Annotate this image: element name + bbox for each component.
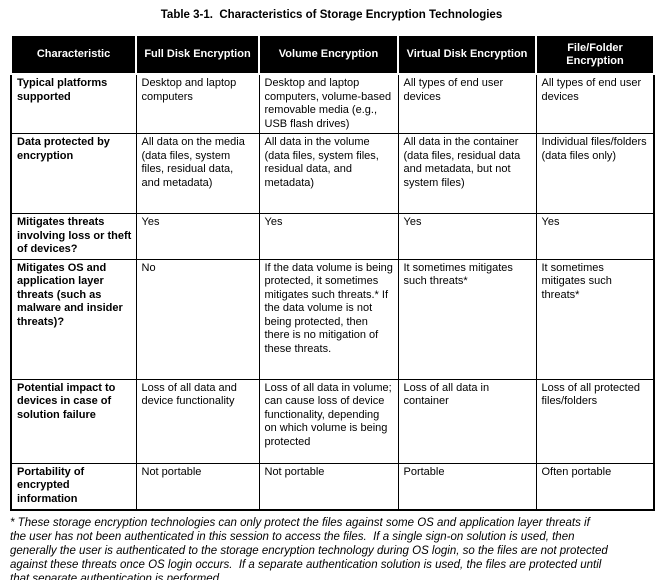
data-cell: Loss of all data in container [397, 378, 537, 464]
column-header-volume-encryption: Volume Encryption [258, 34, 399, 75]
data-cell: Often portable [535, 462, 655, 511]
table-header-row: Characteristic Full Disk Encryption Volu… [10, 34, 655, 75]
storage-encryption-table: Characteristic Full Disk Encryption Volu… [10, 34, 655, 511]
table-title: Table 3-1. Characteristics of Storage En… [160, 9, 503, 21]
data-cell: Individual files/folders (data files onl… [535, 133, 655, 214]
table-row-data-protected: Data protected by encryption All data on… [10, 133, 655, 214]
data-cell: Not portable [135, 462, 260, 511]
data-cell: No [135, 258, 260, 380]
data-cell: All data in the volume (data files, syst… [258, 133, 399, 214]
data-cell: Yes [535, 213, 655, 260]
data-cell: All types of end user devices [535, 73, 655, 134]
row-label-cell: Portability of encrypted information [10, 462, 137, 511]
row-label-cell: Mitigates OS and application layer threa… [10, 258, 137, 380]
footnote-line: against these threats once OS login occu… [10, 559, 602, 571]
data-cell: Yes [258, 213, 399, 260]
data-cell: All types of end user devices [397, 73, 537, 134]
table-footnote: * These storage encryption technologies … [10, 516, 653, 580]
footnote-line: generally the user is authenticated to t… [10, 545, 608, 557]
data-cell: All data on the media (data files, syste… [135, 133, 260, 214]
data-cell: All data in the container (data files, r… [397, 133, 537, 214]
data-cell: It sometimes mitigates such threats* [397, 258, 537, 380]
footnote-line: the user has not been authenticated in t… [10, 531, 575, 543]
table-row-potential-impact: Potential impact to devices in case of s… [10, 378, 655, 464]
data-cell: Desktop and laptop computers, volume-bas… [258, 73, 399, 134]
column-header-characteristic: Characteristic [10, 34, 137, 75]
table-row-mitigates-os-threats: Mitigates OS and application layer threa… [10, 258, 655, 380]
footnote-line: that separate authentication is performe… [10, 573, 223, 580]
data-cell: Loss of all data in volume; can cause lo… [258, 378, 399, 464]
table-row-mitigates-loss-theft: Mitigates threats involving loss or thef… [10, 213, 655, 260]
row-label-cell: Data protected by encryption [10, 133, 137, 214]
footnote-line: * These storage encryption technologies … [10, 517, 590, 529]
data-cell: Loss of all protected files/folders [535, 378, 655, 464]
row-label-cell: Mitigates threats involving loss or thef… [10, 213, 137, 260]
row-label-cell: Potential impact to devices in case of s… [10, 378, 137, 464]
data-cell: Loss of all data and device functionalit… [135, 378, 260, 464]
row-label-cell: Typical platforms supported [10, 73, 137, 134]
data-cell: Yes [135, 213, 260, 260]
data-cell: Desktop and laptop computers [135, 73, 260, 134]
data-cell: Portable [397, 462, 537, 511]
column-header-virtual-disk-encryption: Virtual Disk Encryption [397, 34, 537, 75]
data-cell: If the data volume is being protected, i… [258, 258, 399, 380]
data-cell: It sometimes mitigates such threats* [535, 258, 655, 380]
table-row-typical-platforms: Typical platforms supported Desktop and … [10, 73, 655, 134]
column-header-file-folder-encryption: File/Folder Encryption [535, 34, 655, 75]
data-cell: Yes [397, 213, 537, 260]
data-cell: Not portable [258, 462, 399, 511]
column-header-full-disk-encryption: Full Disk Encryption [135, 34, 260, 75]
table-row-portability: Portability of encrypted information Not… [10, 462, 655, 511]
